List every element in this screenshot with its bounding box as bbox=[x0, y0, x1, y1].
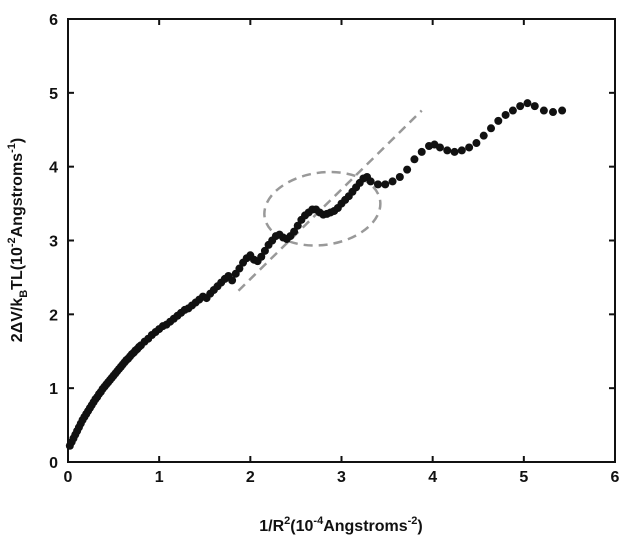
data-point bbox=[494, 116, 503, 125]
y-title-mid: TL(10 bbox=[9, 247, 26, 290]
y-tick-label: 2 bbox=[49, 307, 58, 324]
data-point bbox=[395, 173, 404, 182]
tick-labels: 0 1 2 3 4 5 6 0 1 2 3 4 5 6 bbox=[49, 12, 619, 486]
data-point bbox=[558, 106, 567, 115]
data-point bbox=[530, 102, 539, 111]
data-point bbox=[457, 146, 466, 155]
data-point bbox=[487, 124, 496, 133]
data-point bbox=[443, 146, 452, 155]
data-point bbox=[290, 227, 299, 236]
data-point bbox=[472, 139, 481, 148]
data-point bbox=[293, 221, 302, 230]
x-tick-label: 3 bbox=[337, 469, 346, 486]
data-point bbox=[508, 106, 517, 115]
x-title-sup2: -4 bbox=[313, 515, 324, 527]
y-tick-label: 0 bbox=[49, 455, 58, 472]
y-tick-label: 6 bbox=[49, 12, 58, 29]
x-title-main: 1/R bbox=[259, 518, 284, 535]
x-tick-label: 2 bbox=[246, 469, 255, 486]
data-point bbox=[539, 106, 548, 115]
y-tick-label: 3 bbox=[49, 234, 58, 251]
data-point bbox=[260, 246, 269, 255]
x-title-mid: (10 bbox=[290, 518, 313, 535]
data-point bbox=[549, 108, 558, 117]
data-point bbox=[257, 252, 266, 261]
x-title-sup3: -2 bbox=[408, 515, 418, 527]
x-tick-label: 1 bbox=[155, 469, 164, 486]
annotations bbox=[237, 109, 423, 292]
y-tick-label: 1 bbox=[49, 381, 58, 398]
dashed-highlight-ellipse bbox=[263, 170, 382, 247]
data-point bbox=[235, 264, 244, 273]
y-title-sup2: -1 bbox=[6, 143, 18, 153]
y-tick-label: 5 bbox=[49, 86, 58, 103]
data-point bbox=[403, 165, 412, 174]
y-title-main: 2ΔV/k bbox=[9, 298, 26, 343]
x-title-tail: Angstroms bbox=[323, 518, 408, 535]
data-point bbox=[501, 110, 510, 119]
axis-ticks bbox=[67, 18, 616, 463]
data-point bbox=[388, 177, 397, 186]
x-title-sup1: 2 bbox=[284, 515, 290, 527]
data-points bbox=[65, 99, 567, 450]
data-point bbox=[417, 147, 426, 156]
data-point bbox=[373, 180, 382, 189]
y-title-end: ) bbox=[9, 138, 26, 143]
x-tick-label: 4 bbox=[428, 469, 437, 486]
x-tick-label: 0 bbox=[64, 469, 73, 486]
data-point bbox=[479, 131, 488, 140]
dashed-guide-line bbox=[237, 109, 423, 292]
y-axis-title: 2ΔV/kBTL(10-2Angstroms-1) bbox=[6, 138, 30, 342]
x-tick-label: 6 bbox=[611, 469, 620, 486]
x-title-end: ) bbox=[417, 518, 422, 535]
data-point bbox=[450, 147, 459, 156]
data-point bbox=[410, 155, 419, 164]
x-tick-label: 5 bbox=[519, 469, 528, 486]
y-title-sub1: B bbox=[18, 290, 30, 298]
data-point bbox=[516, 102, 525, 111]
data-point bbox=[381, 180, 390, 189]
data-point bbox=[366, 177, 375, 186]
y-title-tail: Angstroms bbox=[9, 153, 26, 238]
data-point bbox=[228, 276, 237, 285]
x-axis-title: 1/R2(10-4Angstroms-2) bbox=[259, 515, 423, 535]
y-title-sup1: -2 bbox=[6, 237, 18, 247]
data-point bbox=[435, 143, 444, 152]
data-point bbox=[523, 99, 532, 108]
data-point bbox=[465, 143, 474, 152]
y-tick-label: 4 bbox=[49, 160, 58, 177]
